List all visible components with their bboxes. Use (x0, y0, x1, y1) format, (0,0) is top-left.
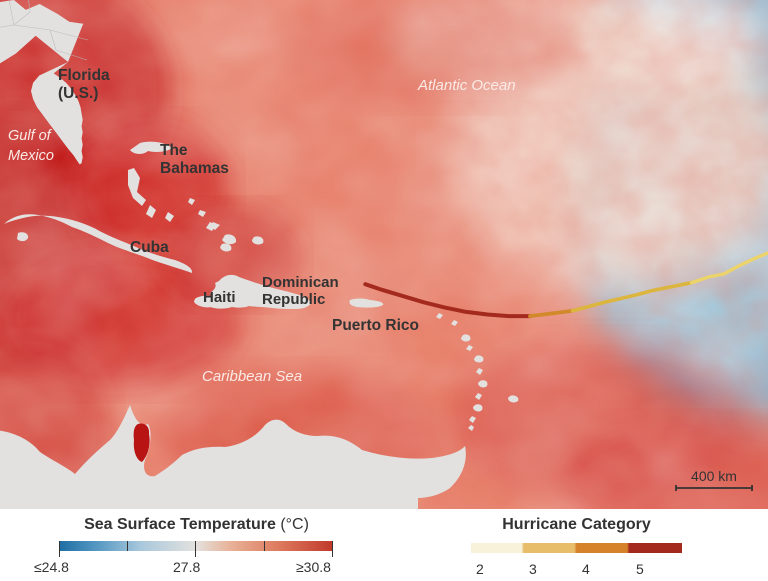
svg-text:Haiti: Haiti (203, 289, 236, 306)
svg-text:Dominican: Dominican (262, 274, 339, 291)
svg-text:Cuba: Cuba (130, 239, 169, 256)
svg-text:400 km: 400 km (691, 468, 737, 484)
svg-text:Gulf of: Gulf of (8, 128, 53, 144)
svg-text:Mexico: Mexico (8, 148, 54, 164)
svg-text:Caribbean Sea: Caribbean Sea (202, 368, 302, 385)
svg-text:(U.S.): (U.S.) (58, 85, 98, 102)
svg-text:Florida: Florida (58, 67, 110, 84)
svg-text:Bahamas: Bahamas (160, 160, 229, 177)
svg-text:Republic: Republic (262, 291, 325, 308)
svg-text:The: The (160, 142, 188, 159)
svg-text:Puerto Rico: Puerto Rico (332, 317, 419, 334)
svg-text:Atlantic Ocean: Atlantic Ocean (417, 77, 516, 94)
